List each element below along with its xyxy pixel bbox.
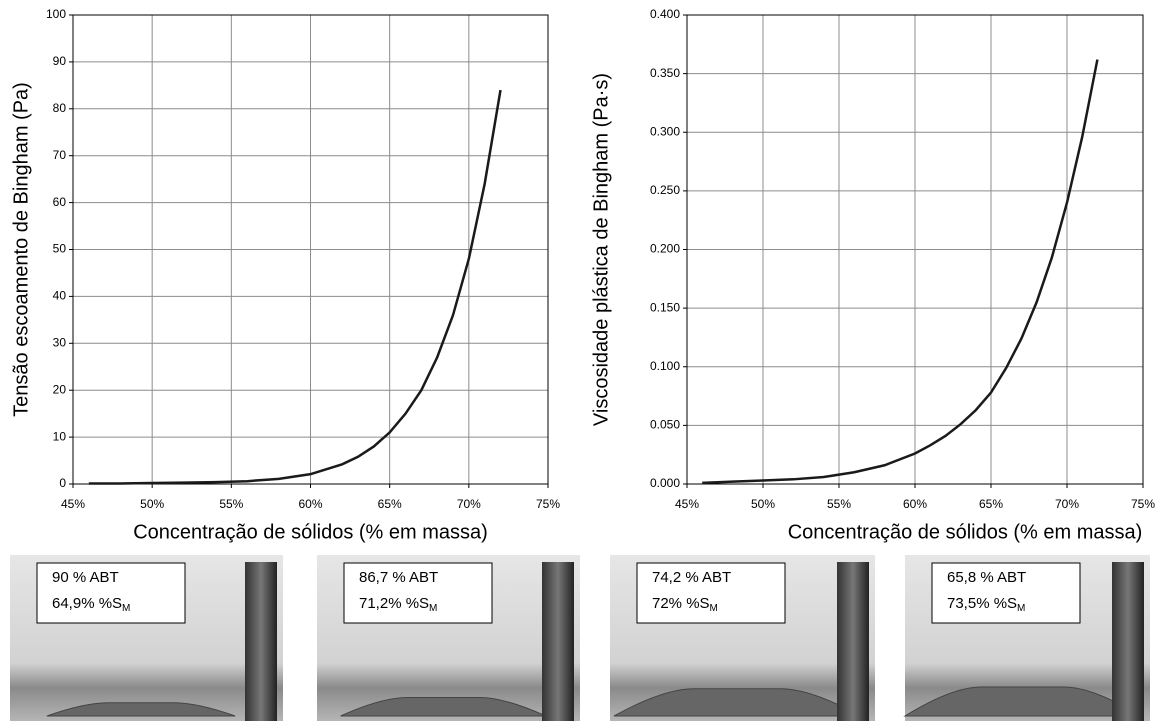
y-tick-label: 30 (53, 335, 67, 349)
y-tick-label: 0.100 (650, 359, 680, 373)
y-tick-label: 0.050 (650, 418, 680, 432)
photo-label-sub: M (1017, 603, 1025, 614)
photo: 74,2 % ABT 72% %SM (610, 555, 875, 721)
cone (245, 562, 277, 721)
photo-label-sub: M (710, 603, 718, 614)
label-box (36, 562, 186, 624)
photo-label: 73,5% %SM (947, 595, 1025, 614)
cone (837, 562, 869, 721)
y-tick-label: 70 (53, 148, 67, 162)
photo-label: 90 % ABT (52, 569, 119, 586)
y-tick-label: 80 (53, 101, 67, 115)
photo-label: 65,8 % ABT (947, 569, 1026, 586)
plot-frame (686, 14, 1144, 485)
photo-label-sub: M (429, 603, 437, 614)
x-tick-label: 45% (61, 497, 85, 511)
label-box (636, 562, 786, 624)
y-tick-label: 0.250 (650, 183, 680, 197)
label-box (931, 562, 1081, 624)
sample-pile (340, 697, 547, 717)
y-tick-label: 0.350 (650, 66, 680, 80)
photo-label-main: 71,2% %S (359, 595, 429, 612)
y-tick-label: 0 (59, 476, 66, 490)
x-tick-label: 55% (827, 497, 851, 511)
y-tick-label: 0.200 (650, 242, 680, 256)
x-tick-label: 65% (979, 497, 1003, 511)
photo-label: 71,2% %SM (359, 595, 437, 614)
x-tick-label: 60% (903, 497, 927, 511)
photo-label: 86,7 % ABT (359, 569, 438, 586)
photo-label: 72% %SM (652, 595, 718, 614)
x-tick-label: 75% (1131, 497, 1155, 511)
photo: 86,7 % ABT 71,2% %SM (317, 555, 580, 721)
y-axis-title: Viscosidade plástica de Bingham (Pa·s) (590, 73, 612, 426)
photo-label-main: 64,9% %S (52, 595, 122, 612)
x-tick-label: 45% (675, 497, 699, 511)
plot-frame (72, 14, 549, 485)
photo-label-main: 73,5% %S (947, 595, 1017, 612)
x-tick-label: 65% (378, 497, 402, 511)
y-tick-label: 0.300 (650, 124, 680, 138)
data-line (702, 59, 1099, 485)
y-tick-label: 100 (46, 7, 66, 21)
y-tick-label: 20 (53, 382, 67, 396)
y-axis-title: Tensão escoamento de Bingham (Pa) (10, 82, 32, 417)
y-tick-label: 10 (53, 429, 67, 443)
x-tick-label: 50% (140, 497, 164, 511)
data-line (88, 89, 502, 485)
x-tick-label: 60% (298, 497, 322, 511)
y-tick-label: 0.000 (650, 476, 680, 490)
y-tick-label: 90 (53, 54, 67, 68)
x-axis-title: Concentração de sólidos (% em massa) (788, 521, 1143, 543)
y-tick-label: 0.150 (650, 300, 680, 314)
photo: 65,8 % ABT 73,5% %SM (903, 555, 1150, 721)
cone (1112, 562, 1144, 721)
x-tick-label: 55% (219, 497, 243, 511)
sample-pile (46, 702, 236, 717)
x-tick-label: 70% (1055, 497, 1079, 511)
cone (542, 562, 574, 721)
x-tick-label: 50% (751, 497, 775, 511)
y-tick-label: 0.400 (650, 7, 680, 21)
y-tick-label: 60 (53, 195, 67, 209)
label-box (343, 562, 493, 624)
photo-label-sub: M (122, 603, 130, 614)
y-tick-label: 40 (53, 289, 67, 303)
y-tick-label: 50 (53, 242, 67, 256)
photo: 90 % ABT 64,9% %SM (10, 555, 283, 721)
x-tick-label: 70% (457, 497, 481, 511)
photo-label: 64,9% %SM (52, 595, 130, 614)
photo-label-main: 72% %S (652, 595, 710, 612)
photo-label: 74,2 % ABT (652, 569, 731, 586)
x-axis-title: Concentração de sólidos (% em massa) (133, 521, 488, 543)
x-tick-label: 75% (536, 497, 560, 511)
